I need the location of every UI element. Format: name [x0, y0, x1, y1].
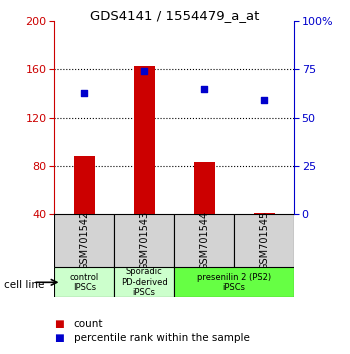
Bar [114, 214, 174, 267]
Bar [174, 214, 234, 267]
Text: percentile rank within the sample: percentile rank within the sample [74, 333, 249, 343]
Text: GSM701544: GSM701544 [199, 211, 209, 270]
Bar [253, 213, 274, 214]
Text: cell line: cell line [4, 280, 44, 290]
Text: GSM701545: GSM701545 [259, 211, 269, 270]
Text: GSM701543: GSM701543 [139, 211, 149, 270]
Bar [54, 214, 114, 267]
Bar [134, 66, 155, 214]
Bar [194, 162, 215, 214]
Point [201, 86, 207, 92]
Text: GDS4141 / 1554479_a_at: GDS4141 / 1554479_a_at [90, 9, 260, 22]
Text: presenilin 2 (PS2)
iPSCs: presenilin 2 (PS2) iPSCs [197, 273, 271, 292]
Text: ■: ■ [54, 333, 64, 343]
Bar [234, 214, 294, 267]
Point [261, 97, 267, 103]
Text: Sporadic
PD-derived
iPSCs: Sporadic PD-derived iPSCs [121, 267, 168, 297]
Bar [54, 267, 114, 297]
Point [82, 90, 87, 96]
Text: ■: ■ [54, 319, 64, 329]
Text: count: count [74, 319, 103, 329]
Bar [74, 156, 95, 214]
Point [141, 69, 147, 74]
Text: GSM701542: GSM701542 [79, 211, 89, 270]
Bar [174, 267, 294, 297]
Bar [114, 267, 174, 297]
Text: control
IPSCs: control IPSCs [70, 273, 99, 292]
